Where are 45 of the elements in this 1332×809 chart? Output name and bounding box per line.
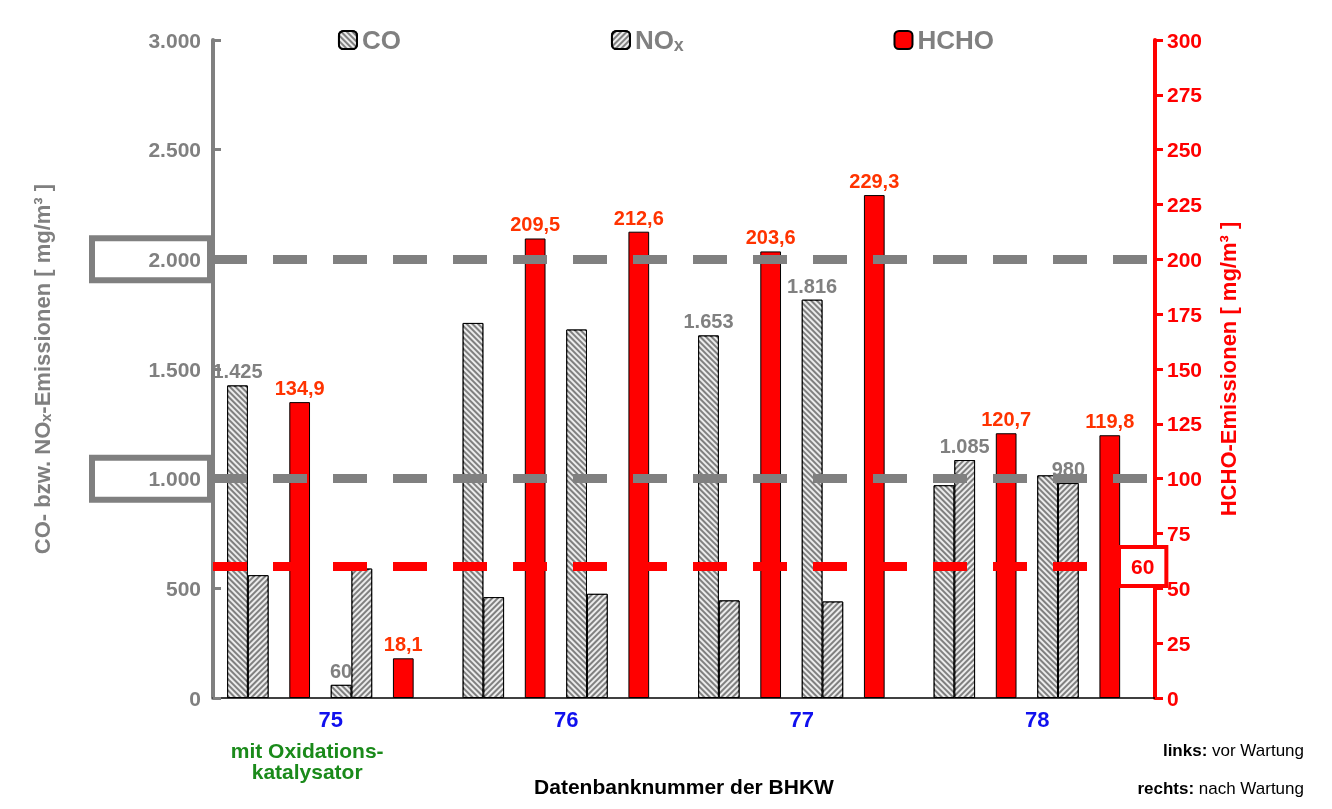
data-label: 209,5 [510,213,561,236]
y-tick-label: 2.000 [148,247,201,271]
text: links: vor Wartung [1162,741,1305,760]
legend-label: CO [361,25,401,55]
y2-tick-label: 25 [1167,631,1191,655]
y2-tick-label: 75 [1167,522,1191,545]
data-label: 18,1 [383,633,423,656]
y-tick-label: 1.000 [148,467,201,491]
ref-line-label: 60 [1131,554,1155,578]
y2-tick-label: 0 [1167,686,1179,710]
y-axis-title: CO- bzw. NOₓ-Emissionen [ mg/m³ ] [29,183,55,555]
data-label: 119,8 [1085,410,1135,433]
x-axis-title: Datenbanknummer der BHKW [534,775,835,798]
data-label: 120,7 [981,408,1032,431]
text: mit Oxidations- katalysator [230,739,384,783]
x-tick-label: 76 [554,706,579,732]
y2-tick-label: 275 [1167,83,1203,107]
y2-tick-label: 225 [1167,193,1203,216]
y-tick-label: 1.500 [148,357,201,381]
data-label: 1.816 [787,274,838,297]
y2-tick-label: 200 [1167,247,1203,271]
y2-tick-label: 50 [1167,576,1191,600]
legend-label: NOₓ [634,25,684,55]
x-tick-label: 75 [318,706,343,732]
data-label: 134,9 [274,377,325,400]
y-tick-label: 2.500 [148,138,201,162]
y2-tick-label: 100 [1167,467,1203,491]
y2-tick-label: 250 [1167,138,1203,162]
y2-tick-label: 175 [1167,302,1203,326]
y-tick-label: 3.000 [148,28,201,52]
y-tick-label: 500 [165,576,201,600]
y2-axis-title: HCHO-Emissionen [ mg/m³ ] [1215,221,1241,517]
data-label: 212,6 [613,206,664,229]
y2-tick-label: 300 [1167,28,1203,52]
y2-tick-label: 150 [1167,357,1203,381]
legend-label: HCHO [917,25,995,55]
text: rechts: nach Wartung [1137,779,1305,798]
data-label: 1.085 [939,435,990,458]
data-label: 1.653 [683,310,734,333]
data-label: 229,3 [849,170,900,193]
x-tick-label: 77 [789,706,814,732]
y-tick-label: 0 [189,686,201,710]
x-tick-label: 78 [1025,706,1050,732]
data-label: 203,6 [745,226,796,249]
y2-tick-label: 125 [1167,412,1203,436]
